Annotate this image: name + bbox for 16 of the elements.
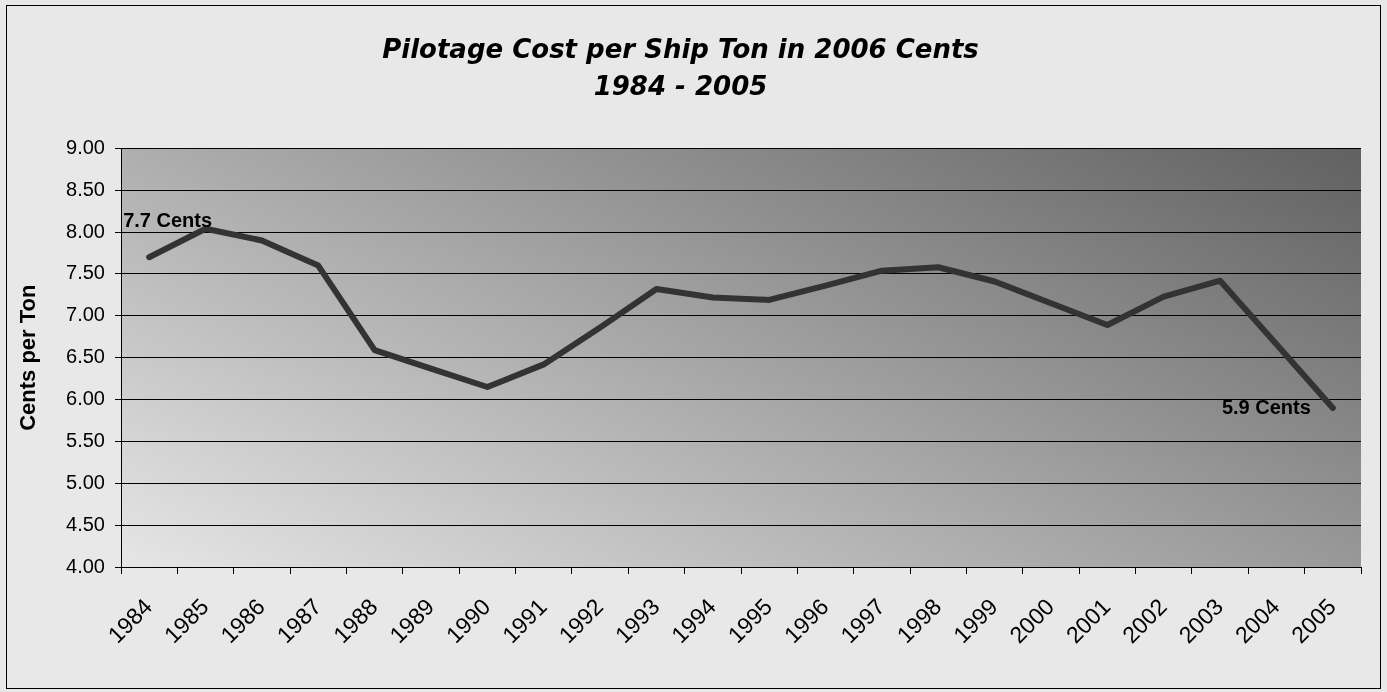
y-tick-label: 9.00 bbox=[66, 135, 105, 158]
y-tick-label: 4.00 bbox=[66, 554, 105, 577]
y-tick-label: 6.50 bbox=[66, 345, 105, 368]
data-label: 7.7 Cents bbox=[123, 209, 213, 232]
y-tick-label: 6.00 bbox=[66, 387, 105, 410]
y-tick-label: 4.50 bbox=[66, 512, 105, 535]
y-tick-label: 8.00 bbox=[66, 219, 105, 242]
data-label: 5.9 Cents bbox=[1221, 396, 1311, 419]
y-tick-label: 7.00 bbox=[66, 303, 105, 326]
y-axis-title: Cents per Ton bbox=[15, 284, 41, 431]
y-tick-label: 8.50 bbox=[66, 177, 105, 200]
y-tick-label: 5.50 bbox=[66, 428, 105, 451]
y-tick-label: 7.50 bbox=[66, 261, 105, 284]
chart-subtitle: 1984 - 2005 bbox=[593, 70, 768, 101]
y-tick-label: 5.00 bbox=[66, 470, 105, 493]
chart-title: Pilotage Cost per Ship Ton in 2006 Cents bbox=[382, 34, 979, 65]
